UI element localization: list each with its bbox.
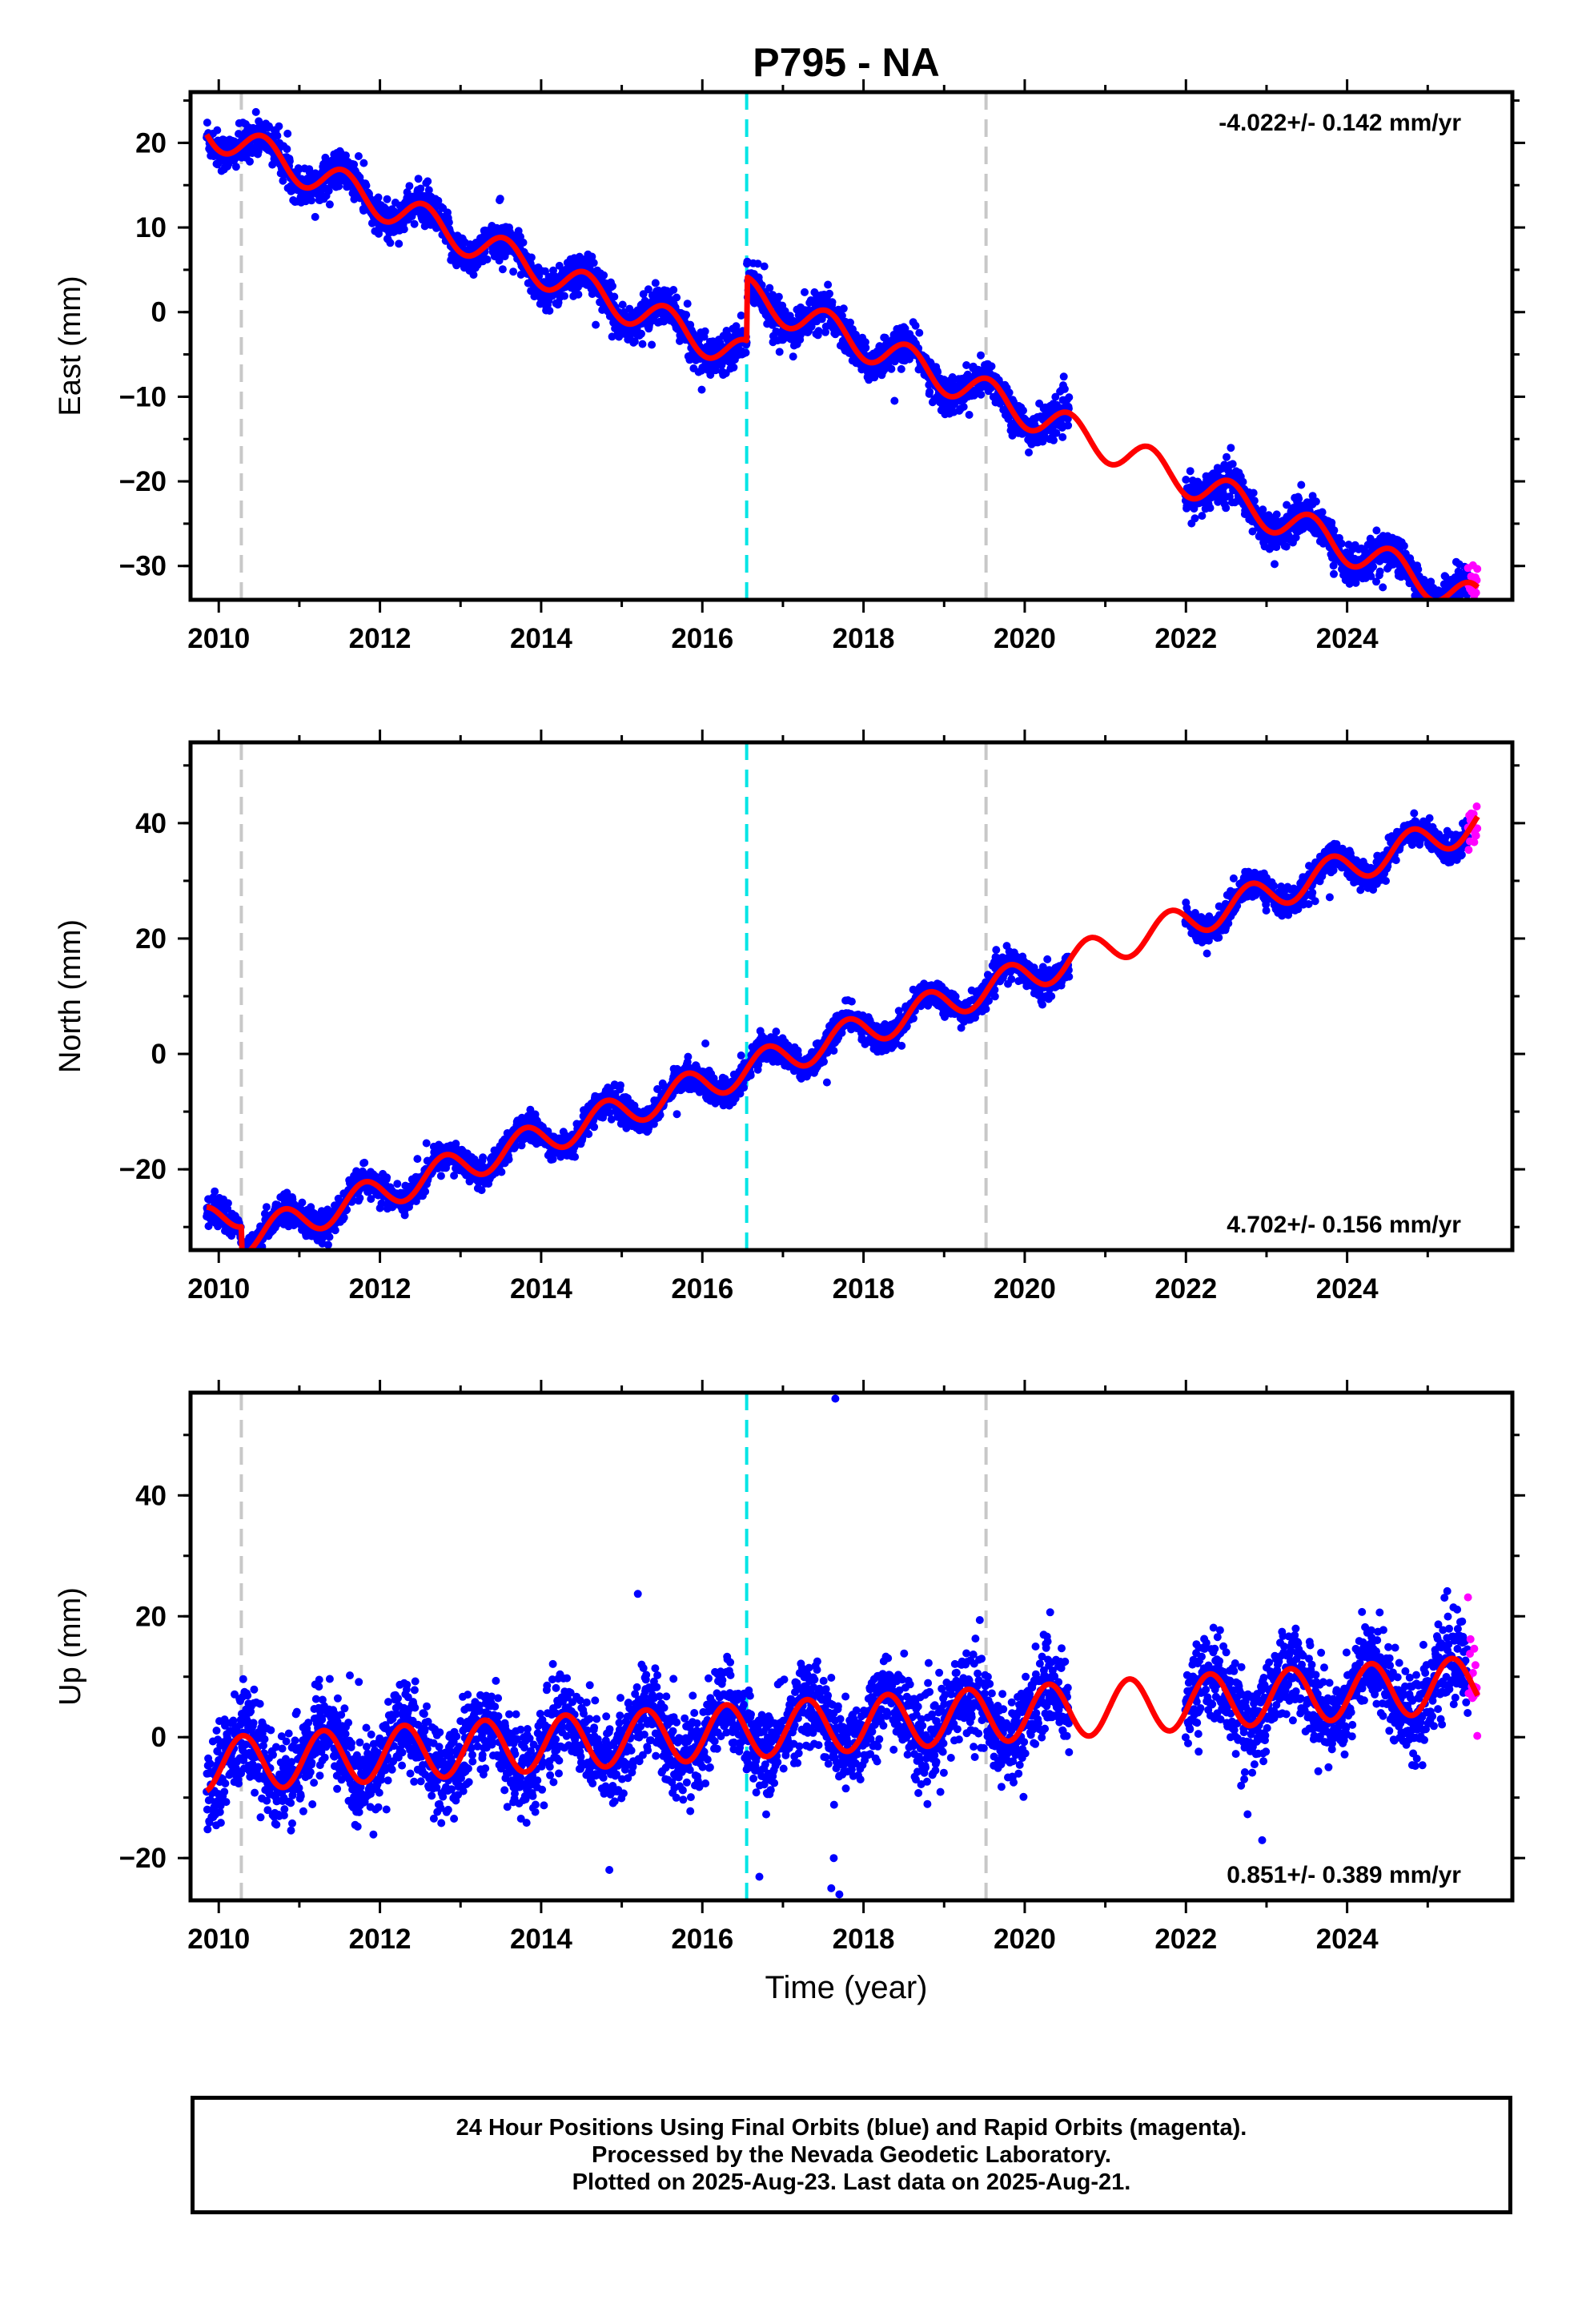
final-orbits-points: [203, 1394, 1472, 1899]
x-tick-label: 2018: [833, 1273, 895, 1305]
rapid-orbits-points: [1464, 1593, 1482, 1740]
x-tick-label: 2016: [671, 1924, 733, 1955]
x-tick-label: 2022: [1154, 1924, 1217, 1955]
y-tick-label: 10: [135, 212, 167, 243]
chart-title: P795 - NA: [753, 40, 939, 85]
plot-area-up: [203, 1393, 1482, 1900]
y-axis-label-up: Up (mm): [54, 1587, 87, 1706]
panels-group: 2010 2012 2014 2016 2018 2020 2022 2024−30−20−1…: [54, 79, 1525, 1955]
final-orbits-points: [203, 107, 1472, 600]
x-tick-label: 2024: [1316, 1273, 1379, 1305]
x-tick-label: 2016: [671, 1273, 733, 1305]
x-tick-label: 2022: [1154, 623, 1217, 654]
x-tick-label: 2020: [994, 623, 1056, 654]
y-tick-label: 20: [135, 923, 167, 955]
footer-line-3: Plotted on 2025-Aug-23. Last data on 202…: [572, 2169, 1131, 2195]
final-orbits-points: [203, 809, 1472, 1250]
model-fit-curve: [204, 132, 1480, 600]
y-tick-label: 40: [135, 808, 167, 839]
axis-frame-east: [188, 90, 1515, 602]
axis-frame-up: [188, 1390, 1515, 1903]
y-tick-label: −20: [119, 1154, 167, 1185]
x-tick-label: 2010: [187, 1273, 250, 1305]
x-tick-label: 2012: [349, 1273, 412, 1305]
y-axis-label-east: East (mm): [54, 275, 87, 416]
y-axis-label-north: North (mm): [54, 919, 87, 1073]
x-tick-label: 2014: [510, 1924, 572, 1955]
y-tick-label: 0: [151, 1722, 167, 1753]
x-tick-label: 2014: [510, 623, 572, 654]
y-tick-label: −20: [119, 466, 167, 497]
footer-line-2: Processed by the Nevada Geodetic Laborat…: [592, 2142, 1111, 2168]
footer-caption-box: 24 Hour Positions Using Final Orbits (bl…: [191, 2096, 1512, 2214]
x-tick-label: 2020: [994, 1273, 1056, 1305]
y-tick-label: −30: [119, 551, 167, 582]
velocity-annotation-east: -4.022+/- 0.142 mm/yr: [1219, 110, 1461, 136]
rapid-orbits-points: [1464, 802, 1482, 854]
x-tick-label: 2018: [833, 1924, 895, 1955]
model-fit-curve: [204, 814, 1480, 1250]
x-tick-label: 2020: [994, 1924, 1056, 1955]
plot-area-east: [203, 92, 1482, 600]
x-tick-label: 2010: [187, 623, 250, 654]
velocity-annotation-up: 0.851+/- 0.389 mm/yr: [1227, 1862, 1461, 1888]
y-tick-label: 40: [135, 1480, 167, 1511]
plot-area-north: [203, 742, 1482, 1250]
panel-north: 2010 2012 2014 2016 2018 2020 2022 2024 −20 0 20 40…: [54, 730, 1525, 1305]
x-tick-label: 2014: [510, 1273, 572, 1305]
y-tick-label: 0: [151, 1039, 167, 1070]
y-tick-label: 0: [151, 297, 167, 328]
x-axis-label: Time (year): [765, 1970, 928, 2005]
velocity-annotation-north: 4.702+/- 0.156 mm/yr: [1227, 1212, 1461, 1238]
x-tick-label: 2024: [1316, 623, 1379, 654]
panel-up: 2010 2012 2014 2016 2018 2020 2022 2024 −20 0 20 40…: [54, 1380, 1525, 1955]
x-tick-label: 2016: [671, 623, 733, 654]
x-tick-label: 2024: [1316, 1924, 1379, 1955]
y-tick-label: −20: [119, 1843, 167, 1874]
axis-frame-north: [188, 740, 1515, 1252]
x-tick-label: 2012: [349, 623, 412, 654]
panel-east: 2010 2012 2014 2016 2018 2020 2022 2024−30−20−1…: [54, 79, 1525, 654]
x-tick-label: 2010: [187, 1924, 250, 1955]
y-tick-label: 20: [135, 127, 167, 159]
model-fit-curve: [204, 1655, 1480, 1794]
x-tick-label: 2022: [1154, 1273, 1217, 1305]
x-tick-label: 2018: [833, 623, 895, 654]
y-tick-label: 20: [135, 1601, 167, 1632]
y-tick-label: −10: [119, 381, 167, 412]
x-tick-label: 2012: [349, 1924, 412, 1955]
footer-line-1: 24 Hour Positions Using Final Orbits (bl…: [456, 2115, 1247, 2141]
